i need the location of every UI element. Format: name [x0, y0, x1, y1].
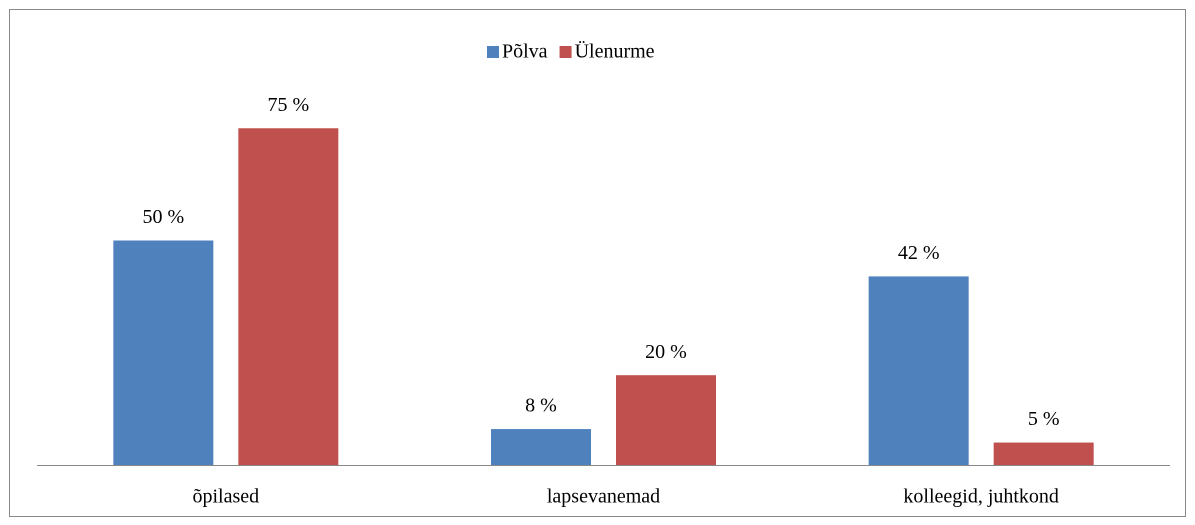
bar [113, 240, 214, 465]
data-label: 20 % [645, 341, 687, 363]
data-label: 5 % [1028, 408, 1060, 430]
bar [491, 429, 591, 465]
data-label: 50 % [142, 206, 184, 228]
x-tick-label: kolleegid, juhtkond [903, 486, 1059, 508]
legend-swatch [559, 46, 572, 58]
bar [993, 442, 1094, 465]
legend-label: Ülenurme [575, 40, 655, 63]
x-tick-label: õpilased [193, 486, 260, 508]
bar [238, 128, 339, 465]
data-label: 42 % [898, 242, 940, 264]
legend-swatch [487, 46, 499, 58]
bar [616, 375, 716, 465]
data-label: 75 % [267, 94, 309, 116]
x-tick-label: lapsevanemad [547, 486, 660, 508]
data-label: 8 % [525, 395, 557, 417]
bar [868, 276, 969, 465]
legend-label: Põlva [502, 41, 548, 63]
